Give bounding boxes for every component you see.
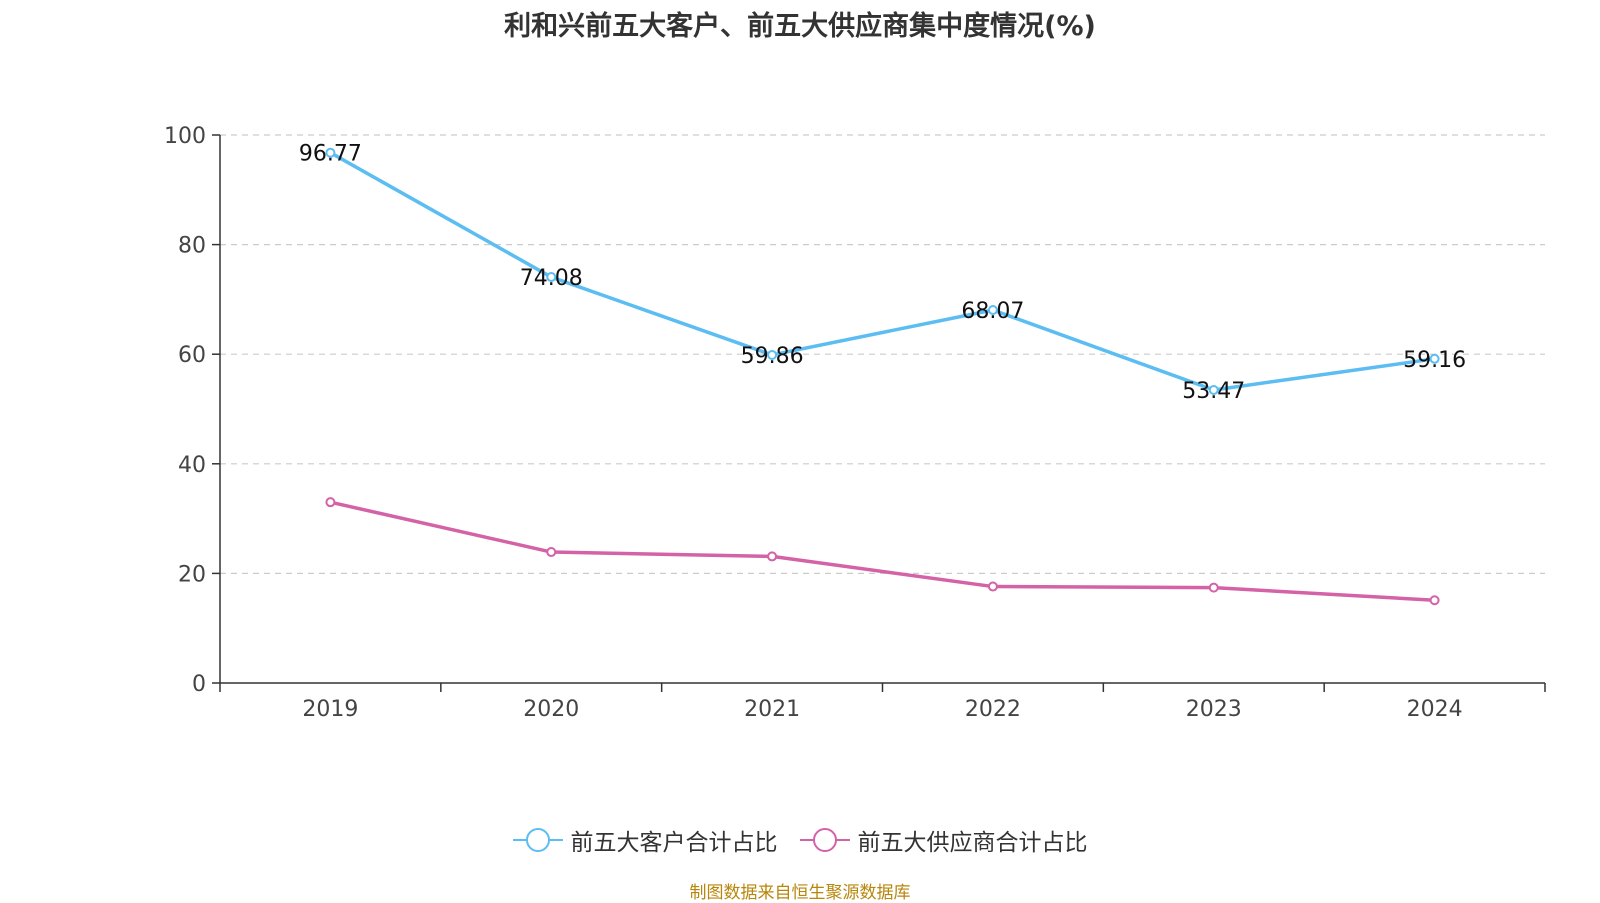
grid-lines [220,134,1545,575]
x-tick-label-2020: 2020 [523,697,579,722]
data-point-1-2020 [546,547,557,558]
y-tick-label-40: 40 [178,453,206,478]
y-tick-label-100: 100 [164,124,206,149]
series-lines [325,147,1440,606]
data-point-0-2023 [1208,384,1219,395]
legend-item-customers[interactable]: 前五大客户合计占比 [512,823,778,857]
axes: 0 20 40 60 80 100 2019 2020 2021 2022 2023 2024 [164,124,1546,722]
data-label-0-2020: 74.08 [520,266,583,291]
data-point-0-2021 [767,349,778,360]
data-point-0-2020 [546,272,557,283]
chart-title: 利和兴前五大客户、前五大供应商集中度情况(%) [504,11,1096,42]
data-labels: 96.77 74.08 59.86 68.07 53.47 59.16 [299,142,1466,404]
y-tick-label-0: 0 [192,672,206,697]
data-label-0-2021: 59.86 [741,344,804,369]
legend-item-suppliers[interactable]: 前五大供应商合计占比 [799,823,1088,857]
data-point-0-2024 [1429,353,1440,364]
series-line-0 [329,151,1435,392]
data-point-1-2022 [987,581,998,592]
data-point-1-2023 [1208,582,1219,593]
data-point-0-2019 [325,147,336,158]
legend-marker-customers [512,827,563,853]
legend-label-customers: 前五大客户合计占比 [570,830,778,856]
data-label-0-2024: 59.16 [1403,348,1466,373]
y-tick-label-80: 80 [178,234,206,259]
data-point-0-2022 [987,304,998,315]
y-tick-label-20: 20 [178,562,206,587]
data-point-1-2021 [767,551,778,562]
data-point-1-2024 [1429,595,1440,606]
data-label-0-2019: 96.77 [299,142,362,167]
x-tick-label-2024: 2024 [1407,697,1463,722]
y-tick-label-60: 60 [178,343,206,368]
x-tick-label-2019: 2019 [302,697,358,722]
x-tick-label-2022: 2022 [965,697,1021,722]
legend-marker-suppliers [799,827,850,853]
series-line-1 [330,500,1435,602]
data-label-0-2023: 53.47 [1182,379,1245,404]
data-point-1-2019 [325,497,336,508]
x-tick-label-2023: 2023 [1186,697,1242,722]
source-note: 制图数据来自恒生聚源数据库 [689,883,911,903]
legend-label-suppliers: 前五大供应商合计占比 [857,830,1088,856]
data-label-0-2022: 68.07 [961,299,1024,324]
x-tick-label-2021: 2021 [744,697,800,722]
legend: 前五大客户合计占比 前五大供应商合计占比 [0,822,1600,858]
